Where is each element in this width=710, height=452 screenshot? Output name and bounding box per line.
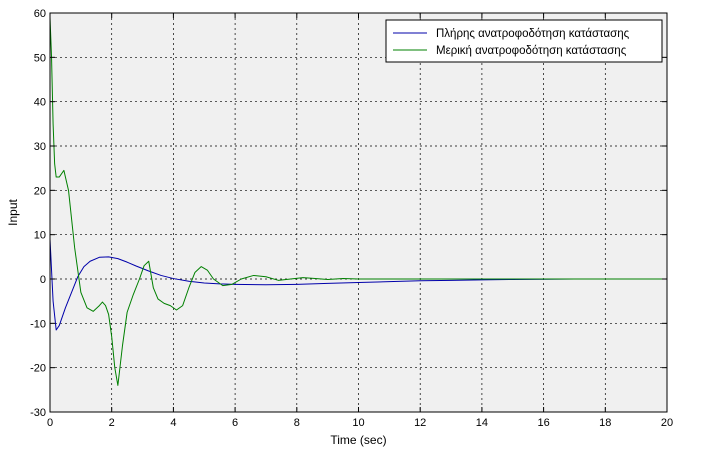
y-tick-label: 40: [34, 97, 46, 109]
x-tick-label: 16: [537, 417, 549, 429]
x-tick-label: 14: [476, 417, 488, 429]
y-tick-label: 10: [34, 230, 46, 242]
y-tick-label: 60: [34, 8, 46, 20]
x-tick-label: 12: [414, 417, 426, 429]
y-tick-label: 20: [34, 185, 46, 197]
grid-lines: [50, 13, 667, 412]
legend: Πλήρης ανατροφοδότηση κατάστασης Μερική …: [385, 19, 663, 63]
x-tick-label: 18: [599, 417, 611, 429]
series-lines: [49, 17, 667, 386]
legend-label-series-1: Μερική ανατροφοδότηση κατάστασης: [436, 45, 627, 57]
y-tick-label: 0: [40, 274, 46, 286]
x-tick-label: 2: [109, 417, 115, 429]
x-tick-label: 4: [170, 417, 176, 429]
x-tick-label: 20: [661, 417, 673, 429]
y-tick-label: 50: [34, 52, 46, 64]
legend-label-series-0: Πλήρης ανατροφοδότηση κατάστασης: [436, 28, 630, 40]
legend-box: [385, 19, 663, 63]
x-tick-label: 10: [352, 417, 364, 429]
y-tick-label: 30: [34, 141, 46, 153]
x-axis-label: Time (sec): [330, 433, 386, 447]
y-axis-label: Input: [6, 198, 20, 225]
plot-area: [50, 13, 667, 412]
x-tick-label: 8: [294, 417, 300, 429]
series-line-0: [49, 239, 667, 331]
y-tick-label: -10: [30, 318, 46, 330]
y-tick-label: -30: [30, 407, 46, 419]
axis-ticks: 0 2 4 6 8 10 12 14 16 18 20 -30 -20 -10 0 10 20 30 40 50 60: [30, 8, 673, 429]
x-tick-label: 0: [47, 417, 53, 429]
y-tick-label: -20: [30, 363, 46, 375]
x-tick-label: 6: [232, 417, 238, 429]
series-line-1: [49, 17, 667, 386]
